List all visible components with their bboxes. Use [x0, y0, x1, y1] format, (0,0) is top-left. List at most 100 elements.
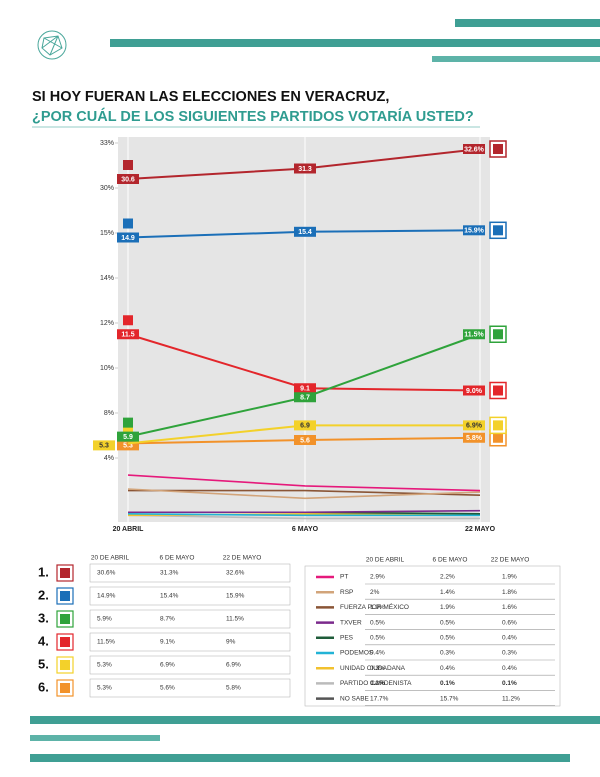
row-name: UNIDAD CIUDADANA [340, 665, 406, 672]
party-logo [493, 225, 503, 236]
rank: 5. [38, 656, 49, 671]
deco-bar [110, 39, 600, 47]
row-box [89, 655, 291, 675]
point-label-box [463, 420, 485, 431]
point-label: 32.6% [464, 146, 485, 153]
cell: 5.3% [97, 685, 112, 692]
cell: 0.5% [440, 619, 455, 626]
row-box [89, 609, 291, 629]
deco-bar [455, 19, 600, 27]
row-box [89, 563, 291, 583]
x-tick-label: 20 ABRIL [113, 526, 145, 533]
cell: 9% [226, 639, 236, 646]
cell: 1.8% [502, 589, 517, 596]
party-logo [60, 637, 70, 647]
row-name: NO SABE [340, 695, 370, 702]
point-label-box [117, 440, 139, 451]
cell: 32.6% [226, 570, 245, 577]
point-label: 5.6 [300, 437, 310, 444]
point-label-box [463, 329, 485, 340]
point-label: 6.9 [300, 423, 310, 430]
row-box [89, 678, 291, 698]
point-label: 15.4 [298, 229, 312, 236]
point-label: 8.7 [300, 395, 310, 402]
point-label: 9.1 [300, 386, 310, 393]
cell: 0.6% [502, 619, 517, 626]
cell: 0.3% [370, 680, 385, 687]
cell: 1.9% [440, 604, 455, 611]
series-line [127, 513, 480, 517]
party-logo [493, 144, 503, 154]
cell: 5.9% [97, 616, 112, 623]
y-tick-label: 4% [104, 455, 114, 462]
y-tick-label: 8% [104, 410, 114, 417]
cell: 5.8% [226, 685, 241, 692]
cell: 6.9% [226, 662, 241, 669]
cell: 8.7% [160, 616, 175, 623]
party-logo [493, 432, 503, 443]
cell: 15.7% [440, 695, 459, 702]
series-line [127, 514, 480, 520]
point-label: 5.9 [123, 434, 133, 441]
point-label-box [117, 174, 139, 184]
y-tick-label: 15% [100, 230, 114, 237]
rank: 3. [38, 610, 49, 625]
cell: 0.4% [370, 650, 385, 657]
cell: 0.4% [502, 635, 517, 642]
cell: 0.4% [440, 665, 455, 672]
column-header: 20 DE ABRIL [366, 557, 405, 564]
point-label-box [294, 392, 316, 403]
point-label-box [463, 385, 485, 396]
y-tick-label: 30% [100, 185, 114, 192]
cell: 1.4% [440, 589, 455, 596]
cell: 0.3% [502, 650, 517, 657]
point-label: 31.3 [298, 166, 312, 173]
cell: 0.3% [370, 665, 385, 672]
party-logo [493, 420, 503, 431]
party-logo [123, 218, 133, 229]
cell: 11.5% [226, 616, 244, 623]
logo [37, 30, 67, 60]
party-logo [60, 568, 70, 578]
cell: 2.9% [370, 574, 385, 581]
cell: 0.5% [370, 619, 385, 626]
series-line [127, 474, 481, 492]
column-header: 22 DE MAYO [223, 555, 262, 562]
cell: 15.4% [160, 593, 179, 600]
cell: 30.6% [97, 570, 116, 577]
point-label-box [463, 432, 485, 443]
cell: 31.3% [160, 570, 179, 577]
cell: 0.5% [440, 635, 455, 642]
y-tick-label: 33% [100, 140, 114, 147]
table-frame [304, 565, 561, 707]
point-label-box [294, 383, 316, 394]
row-name: PES [340, 635, 354, 642]
point-label: 9.0% [466, 388, 483, 395]
cell: 0.3% [440, 650, 455, 657]
cell: 2.2% [440, 574, 455, 581]
party-logo [60, 683, 70, 693]
rank: 4. [38, 633, 49, 648]
point-label-box [117, 232, 139, 243]
rank: 2. [38, 587, 49, 602]
party-logo [123, 417, 133, 428]
cell: 17.7% [370, 695, 389, 702]
column-header: 6 DE MAYO [160, 555, 195, 562]
column-header: 22 DE MAYO [491, 557, 530, 564]
point-label-box [117, 329, 139, 340]
point-label: 11.5 [121, 332, 134, 339]
party-logo [123, 315, 133, 326]
subtitle: ¿POR CUÁL DE LOS SIGUIENTES PARTIDOS VOT… [32, 108, 474, 125]
point-label: 6.9% [466, 423, 483, 430]
cell: 1.9% [370, 604, 385, 611]
row-name: PARTIDO CARDENISTA [340, 680, 412, 687]
column-header: 20 DE ABRIL [91, 555, 130, 562]
row-name: PT [340, 574, 348, 581]
tables: 20 DE ABRIL 6 DE MAYO 22 DE MAYO 1. 30.6% 31.… [38, 555, 561, 707]
column-header: 6 DE MAYO [433, 557, 468, 564]
cell: 6.9% [160, 662, 175, 669]
title: SI HOY FUERAN LAS ELECCIONES EN VERACRUZ… [32, 89, 389, 105]
x-tick-label: 22 MAYO [465, 526, 496, 533]
point-label: 5.3 [123, 443, 133, 450]
plot-area [118, 137, 490, 522]
